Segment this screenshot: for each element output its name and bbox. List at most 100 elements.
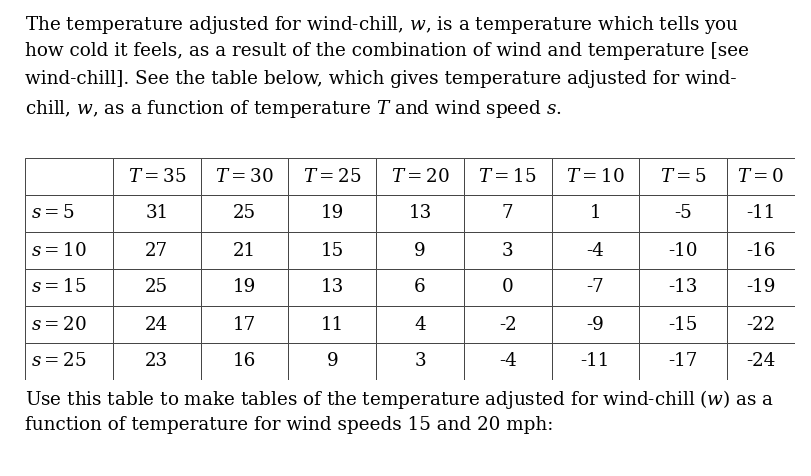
Text: -15: -15 [667, 316, 697, 334]
Text: -10: -10 [667, 241, 697, 259]
Text: 11: 11 [320, 316, 344, 334]
Text: -7: -7 [586, 278, 603, 297]
Bar [638, 195, 726, 232]
Text: -2: -2 [498, 316, 516, 334]
Bar [463, 269, 551, 306]
Text: 1: 1 [589, 205, 600, 222]
Bar [288, 158, 375, 195]
Bar [463, 343, 551, 380]
Text: -5: -5 [673, 205, 691, 222]
Bar [463, 232, 551, 269]
Text: -9: -9 [586, 316, 603, 334]
Text: 13: 13 [320, 278, 344, 297]
Bar [288, 343, 375, 380]
Text: $T = 10$: $T = 10$ [565, 168, 624, 186]
Text: 13: 13 [408, 205, 431, 222]
Bar [375, 232, 463, 269]
Text: 6: 6 [414, 278, 425, 297]
Text: 25: 25 [145, 278, 168, 297]
Text: The temperature adjusted for wind-chill, $w$, is a temperature which tells you: The temperature adjusted for wind-chill,… [25, 14, 738, 36]
Bar [551, 195, 638, 232]
Text: -4: -4 [498, 353, 516, 370]
Text: how cold it feels, as a result of the combination of wind and temperature [see: how cold it feels, as a result of the co… [25, 42, 748, 60]
Bar [288, 306, 375, 343]
Bar [463, 306, 551, 343]
Text: $T = 15$: $T = 15$ [478, 168, 536, 186]
Text: $s = 25$: $s = 25$ [31, 353, 87, 370]
Text: 0: 0 [501, 278, 513, 297]
Text: 27: 27 [145, 241, 168, 259]
Bar [551, 343, 638, 380]
Text: $T = 30$: $T = 30$ [215, 168, 273, 186]
Text: 24: 24 [145, 316, 168, 334]
Text: Use this table to make tables of the temperature adjusted for wind-chill ($w$) a: Use this table to make tables of the tem… [25, 388, 774, 411]
Bar [726, 306, 794, 343]
Bar [726, 269, 794, 306]
Bar [638, 232, 726, 269]
Bar [200, 158, 288, 195]
Text: -16: -16 [745, 241, 775, 259]
Bar [638, 343, 726, 380]
Bar [638, 269, 726, 306]
Bar [25, 343, 113, 380]
Bar [375, 158, 463, 195]
Text: 25: 25 [233, 205, 255, 222]
Text: $T = 25$: $T = 25$ [303, 168, 361, 186]
Bar [25, 306, 113, 343]
Text: chill, $w$, as a function of temperature $T$ and wind speed $s$.: chill, $w$, as a function of temperature… [25, 98, 561, 120]
Text: -24: -24 [745, 353, 775, 370]
Bar [113, 343, 200, 380]
Text: $T = 35$: $T = 35$ [127, 168, 186, 186]
Bar [113, 232, 200, 269]
Bar [551, 232, 638, 269]
Bar [113, 269, 200, 306]
Text: 19: 19 [320, 205, 344, 222]
Text: -4: -4 [586, 241, 603, 259]
Text: wind-chill]. See the table below, which gives temperature adjusted for wind-: wind-chill]. See the table below, which … [25, 70, 736, 88]
Text: 9: 9 [414, 241, 425, 259]
Text: 3: 3 [414, 353, 425, 370]
Text: 9: 9 [326, 353, 337, 370]
Bar [726, 158, 794, 195]
Text: 23: 23 [145, 353, 168, 370]
Text: 19: 19 [233, 278, 256, 297]
Bar [200, 232, 288, 269]
Bar [375, 306, 463, 343]
Text: 7: 7 [501, 205, 513, 222]
Text: -11: -11 [745, 205, 775, 222]
Bar [113, 158, 200, 195]
Text: function of temperature for wind speeds 15 and 20 mph:: function of temperature for wind speeds … [25, 416, 552, 434]
Bar [375, 269, 463, 306]
Bar [25, 195, 113, 232]
Bar [25, 158, 113, 195]
Text: -11: -11 [580, 353, 609, 370]
Bar [25, 232, 113, 269]
Bar [25, 269, 113, 306]
Bar [726, 195, 794, 232]
Text: $s = 10$: $s = 10$ [31, 241, 87, 259]
Bar [726, 343, 794, 380]
Bar [375, 343, 463, 380]
Text: 3: 3 [501, 241, 513, 259]
Text: 15: 15 [320, 241, 344, 259]
Text: $T = 20$: $T = 20$ [390, 168, 448, 186]
Text: $s = 20$: $s = 20$ [31, 316, 87, 334]
Text: $T = 0$: $T = 0$ [736, 168, 783, 186]
Text: 31: 31 [145, 205, 168, 222]
Text: -19: -19 [745, 278, 775, 297]
Text: 16: 16 [233, 353, 256, 370]
Text: 17: 17 [233, 316, 256, 334]
Bar [200, 306, 288, 343]
Text: -22: -22 [745, 316, 775, 334]
Bar [113, 195, 200, 232]
Text: -17: -17 [667, 353, 697, 370]
Bar [288, 269, 375, 306]
Bar [551, 158, 638, 195]
Text: $T = 5$: $T = 5$ [659, 168, 706, 186]
Bar [551, 269, 638, 306]
Bar [288, 195, 375, 232]
Bar [113, 306, 200, 343]
Bar [551, 306, 638, 343]
Bar [200, 195, 288, 232]
Bar [375, 195, 463, 232]
